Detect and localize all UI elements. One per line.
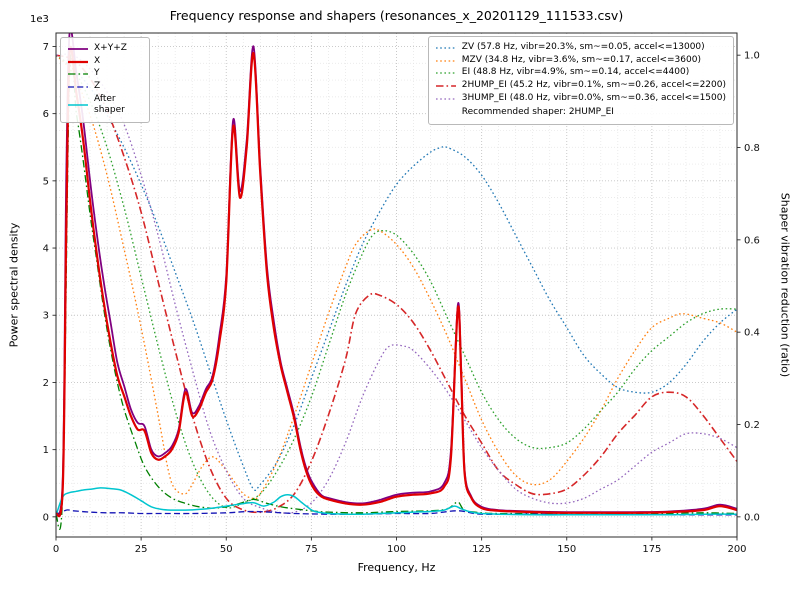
y-left-tick-label: 7 — [43, 42, 49, 53]
legend-psd: X+Y+Z X Y Z After shaper — [60, 37, 150, 124]
y-left-tick-label: 0 — [43, 512, 49, 523]
legend-shapers: ZV (57.8 Hz, vibr=20.3%, sm~=0.05, accel… — [427, 36, 734, 126]
x-tick-label: 125 — [472, 544, 491, 555]
y-right-tick-label: 0.6 — [744, 235, 760, 246]
series-After shaper — [56, 487, 737, 516]
legend-line-sample — [68, 47, 88, 50]
tick-labels: 0 25 50 75 100 125 150 175 200 0 1 2 3 4 5 6 7 0.0 0.2 0.4 0… — [43, 42, 760, 555]
legend-label: X+Y+Z — [94, 43, 127, 53]
legend-item-X: X — [67, 56, 142, 68]
series-group — [56, 33, 737, 530]
y-right-tick-label: 0.2 — [744, 420, 760, 431]
legend-label: X — [94, 55, 101, 66]
x-tick-label: 25 — [135, 544, 148, 555]
x-tick-label: 100 — [387, 544, 406, 555]
y-left-tick-label: 2 — [43, 378, 49, 389]
axis-offset-text: 1e3 — [30, 14, 49, 25]
y-axis-label-left: Power spectral density — [7, 222, 21, 348]
legend-label: MZV (34.8 Hz, vibr=3.6%, sm~=0.17, accel… — [461, 54, 701, 65]
series-X — [56, 45, 737, 518]
x-tick-label: 150 — [557, 544, 576, 555]
series-EI — [56, 54, 737, 509]
y-right-tick-label: 0.0 — [744, 512, 760, 523]
legend-item-Z: Z — [67, 81, 142, 93]
legend-label: EI (48.8 Hz, vibr=4.9%, sm~=0.14, accel<… — [461, 67, 690, 78]
legend-label: 2HUMP_EI (45.2 Hz, vibr=0.1%, sm~=0.26, … — [461, 80, 726, 91]
y-left-tick-label: 1 — [43, 445, 49, 456]
legend-item-After shaper: After shaper — [67, 94, 142, 117]
legend-line-sample — [68, 86, 88, 88]
legend-label: After shaper — [94, 93, 125, 116]
y-left-tick-label: 3 — [43, 311, 49, 322]
series-3HUMP_EI — [56, 53, 737, 514]
legend-label: ZV (57.8 Hz, vibr=20.3%, sm~=0.05, accel… — [461, 42, 705, 52]
legend-line-sample — [435, 97, 456, 100]
legend-line-sample — [435, 59, 456, 62]
x-axis-label: Frequency, Hz — [357, 561, 436, 574]
legend-item-ZV: ZV (57.8 Hz, vibr=20.3%, sm~=0.05, accel… — [435, 42, 726, 54]
legend-line-sample — [435, 47, 456, 49]
x-tick-label: 50 — [220, 544, 233, 555]
chart-title: Frequency response and shapers (resonanc… — [169, 8, 624, 23]
y-left-tick-label: 6 — [43, 109, 49, 120]
legend-line-sample — [68, 104, 88, 107]
legend-label: Z — [94, 81, 101, 92]
legend-line-sample — [68, 73, 88, 75]
y-axis-label-right: Shaper vibration reduction (ratio) — [778, 192, 792, 378]
recommended-shaper-note: Recommended shaper: 2HUMP_EI — [461, 107, 614, 118]
x-tick-label: 175 — [642, 544, 661, 555]
y-right-tick-label: 0.8 — [744, 143, 760, 154]
legend-item-3HUMP_EI: 3HUMP_EI (48.0 Hz, vibr=0.0%, sm~=0.36, … — [435, 93, 726, 105]
y-right-tick-label: 1.0 — [744, 51, 760, 62]
legend-label: Y — [94, 68, 100, 79]
y-left-tick-label: 5 — [43, 176, 49, 187]
legend-item-X+Y+Z: X+Y+Z — [67, 43, 142, 55]
legend-item-Y: Y — [67, 68, 142, 80]
legend-line-sample — [435, 72, 456, 74]
x-tick-label: 0 — [53, 544, 59, 555]
y-left-tick-label: 4 — [43, 244, 49, 255]
x-tick-label: 200 — [727, 544, 746, 555]
legend-item-MZV: MZV (34.8 Hz, vibr=3.6%, sm~=0.17, accel… — [435, 55, 726, 67]
series-MZV — [56, 54, 737, 500]
legend-line-sample — [435, 85, 456, 87]
x-tick-label: 75 — [305, 544, 318, 555]
legend-item-EI: EI (48.8 Hz, vibr=4.9%, sm~=0.14, accel<… — [435, 67, 726, 79]
y-right-tick-label: 0.4 — [744, 328, 760, 339]
legend-item-2HUMP_EI: 2HUMP_EI (45.2 Hz, vibr=0.1%, sm~=0.26, … — [435, 80, 726, 92]
legend-line-sample — [68, 60, 88, 63]
legend-label: 3HUMP_EI (48.0 Hz, vibr=0.0%, sm~=0.36, … — [461, 92, 726, 103]
